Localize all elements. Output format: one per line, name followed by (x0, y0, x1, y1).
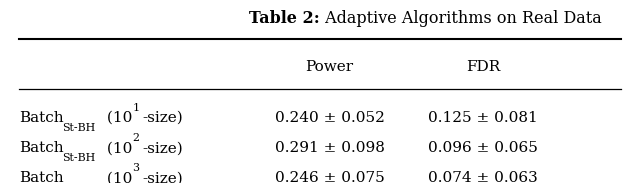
Text: 0.125 ± 0.081: 0.125 ± 0.081 (428, 111, 538, 125)
Text: 0.096 ± 0.065: 0.096 ± 0.065 (428, 141, 538, 155)
Text: 0.240 ± 0.052: 0.240 ± 0.052 (275, 111, 385, 125)
Text: 2: 2 (132, 133, 140, 143)
Text: 0.291 ± 0.098: 0.291 ± 0.098 (275, 141, 385, 155)
Text: FDR: FDR (466, 60, 500, 74)
Text: Batch: Batch (19, 171, 64, 183)
Text: Batch: Batch (19, 141, 64, 155)
Text: (10: (10 (102, 171, 132, 183)
Text: (10: (10 (102, 111, 132, 125)
Text: 1: 1 (132, 103, 140, 113)
Text: Batch: Batch (19, 111, 64, 125)
Text: -size): -size) (143, 111, 184, 125)
Text: (10: (10 (102, 141, 132, 155)
Text: Adaptive Algorithms on Real Data: Adaptive Algorithms on Real Data (320, 10, 602, 27)
Text: St-BH: St-BH (62, 153, 95, 163)
Text: -size): -size) (143, 141, 184, 155)
Text: 0.074 ± 0.063: 0.074 ± 0.063 (428, 171, 538, 183)
Text: Power: Power (305, 60, 354, 74)
Text: 0.246 ± 0.075: 0.246 ± 0.075 (275, 171, 385, 183)
Text: -size): -size) (143, 171, 184, 183)
Text: St-BH: St-BH (62, 123, 95, 133)
Text: Table 2:: Table 2: (249, 10, 320, 27)
Text: 3: 3 (132, 163, 140, 173)
